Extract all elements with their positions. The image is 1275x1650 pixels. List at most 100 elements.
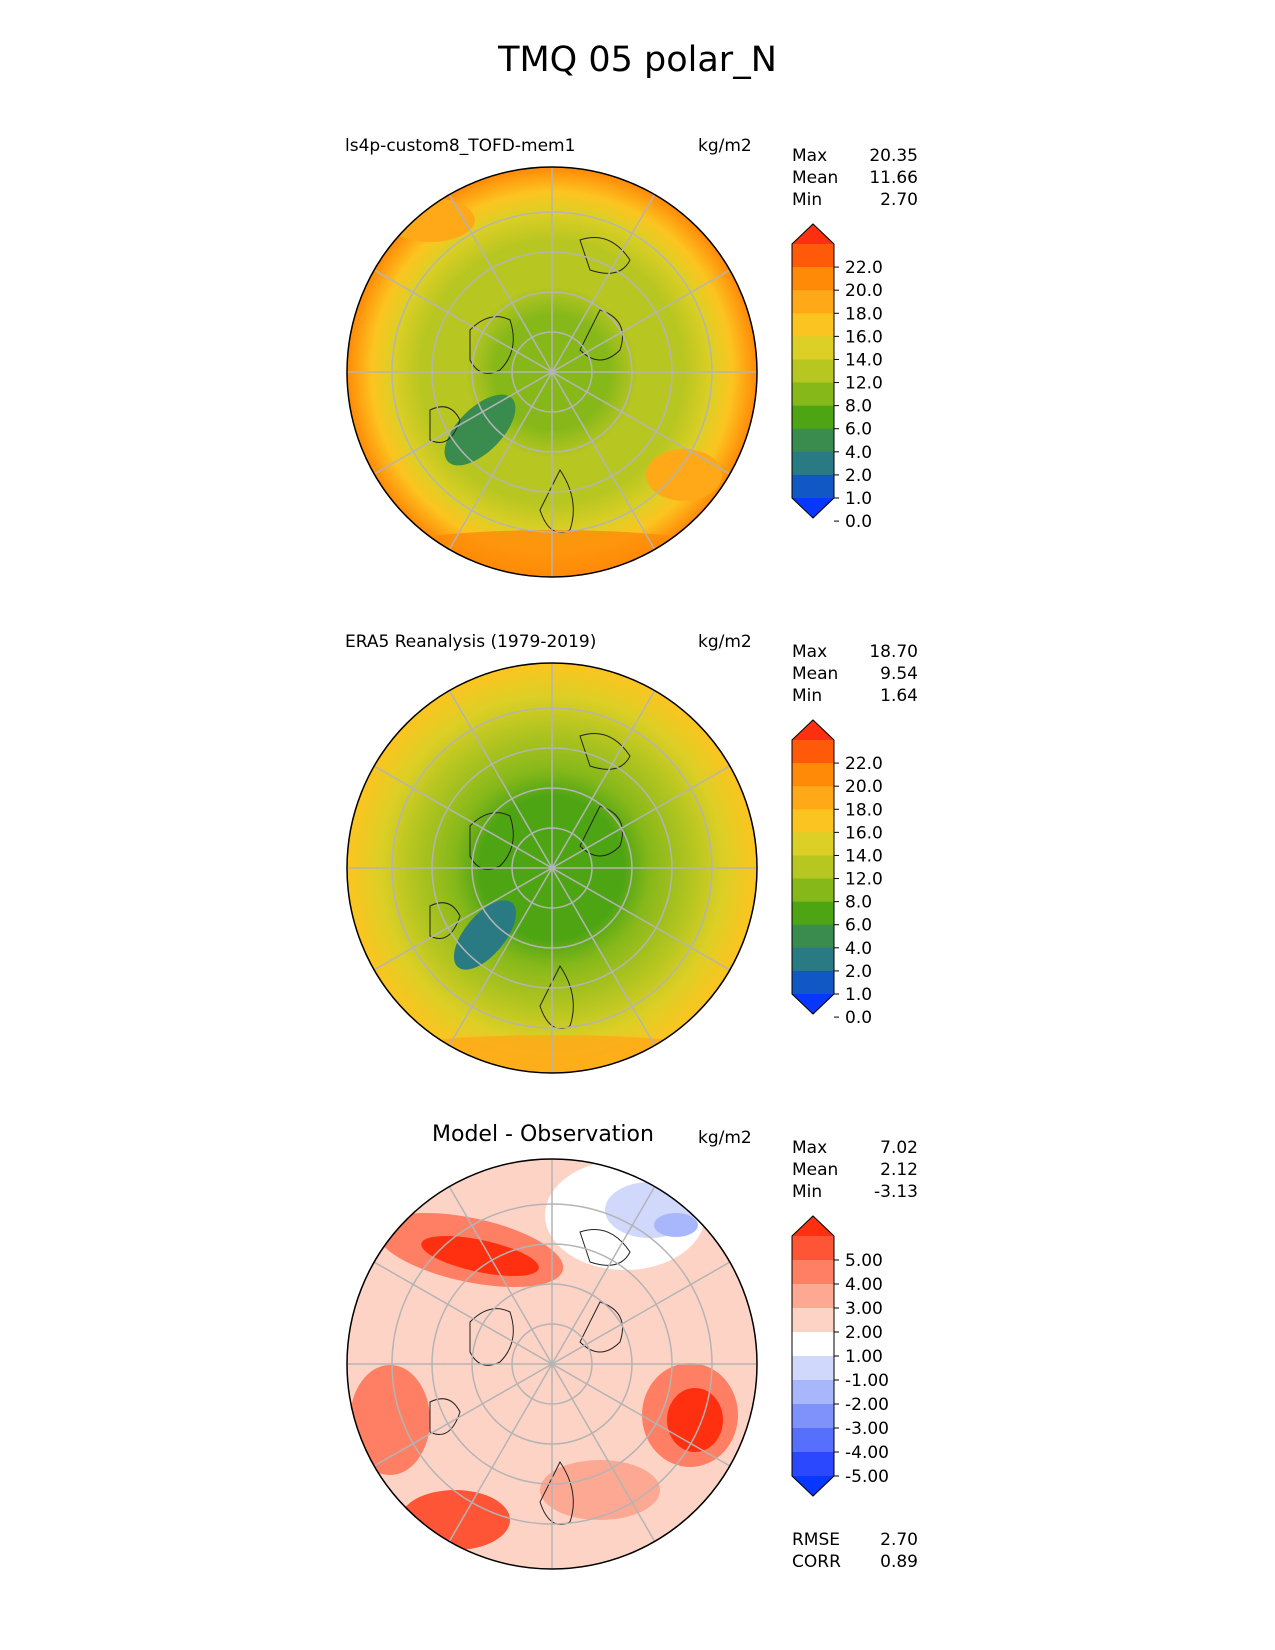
panel-1-graticule: [347, 167, 757, 577]
panel-3-colorbar-tick-label: -1.00: [845, 1371, 889, 1391]
panel-3-max-value: 7.02: [880, 1138, 918, 1158]
panel-2-graticule: [347, 663, 757, 1073]
panel-3-colorbar-tick-label: 3.00: [845, 1299, 883, 1319]
panel-2-colorbar-tick-label: 4.0: [845, 939, 872, 959]
panel-1-colorbar-tick-label: 1.0: [845, 489, 872, 509]
panel-2-max-label: Max: [792, 642, 828, 662]
panel-2-colorbar-tick-label: 12.0: [845, 870, 883, 890]
panel-3-colorbar-band: [792, 1332, 834, 1357]
panel-3-colorbar-band: [792, 1260, 834, 1285]
panel-2-colorbar-tick-label: 8.0: [845, 893, 872, 913]
panel-3-atlantic-core: [421, 1235, 539, 1277]
panel-1-colorbar-tick-label: 4.0: [845, 443, 872, 463]
panel-2-colorbar-tick-label: 20.0: [845, 777, 883, 797]
panel-2-colorbar-band: [792, 763, 834, 787]
panel-3-west-positive: [350, 1365, 430, 1475]
panel-3-colorbar-tick-label: -3.00: [845, 1419, 889, 1439]
panel-2-colorbar-band: [792, 947, 834, 972]
panel-1-colorbar-tick-label: 2.0: [845, 466, 872, 486]
panel-1-colorbar-band: [792, 405, 834, 430]
panel-2-max-value: 18.70: [869, 642, 918, 662]
panel-3-colorbar-band: [792, 1284, 834, 1309]
panel-3-colorbar-tick-label: 5.00: [845, 1251, 883, 1271]
panel-1-colorbar-band: [792, 290, 834, 314]
panel-2-colorbar-tick-label: 14.0: [845, 846, 883, 866]
panel-2-colorbar-tick-label: 1.0: [845, 985, 872, 1005]
panel-3-mean-value: 2.12: [880, 1160, 918, 1180]
panel-3-southeast-positive: [540, 1460, 660, 1520]
panel-3-graticule: [347, 1159, 757, 1569]
panel-3-colorbar-band: [792, 1404, 834, 1429]
panel-3-colorbar-tick-label: -5.00: [845, 1467, 889, 1487]
panel-2-title: ERA5 Reanalysis (1979-2019): [345, 632, 597, 652]
panel-3-max-label: Max: [792, 1138, 828, 1158]
panel-2-colorbar-band: [792, 809, 834, 833]
panel-1-colorbar-band: [792, 428, 834, 453]
panel-3-colorbar-extend-max: [792, 1216, 834, 1236]
panel-2-min-value: 1.64: [880, 686, 918, 706]
panel-1-colorbar-band: [792, 244, 834, 268]
panel-2-units: kg/m2: [698, 632, 752, 652]
panel-1-colorbar-tick-label: 18.0: [845, 304, 883, 324]
panel-1-colorbar-tick-label: 8.0: [845, 397, 872, 417]
panel-3-colorbar-band: [792, 1308, 834, 1333]
panel-2-colorbar-band: [792, 924, 834, 949]
panel-3-map-border: [346, 1158, 758, 1570]
panel-1-colorbar-band: [792, 336, 834, 360]
panel-3-colorbar-tick-label: -4.00: [845, 1443, 889, 1463]
panel-2-colorbar-extend-max: [792, 720, 834, 740]
panel-2-colorbar-tick-label: 18.0: [845, 800, 883, 820]
panel-2-colorbar-band: [792, 878, 834, 903]
panel-1-colorbar-band: [792, 474, 834, 499]
panel-1-colorbar-tick-label: 20.0: [845, 281, 883, 301]
panel-3-min-value: -3.13: [874, 1182, 918, 1202]
panel-1-colorbar-extend-max: [792, 224, 834, 244]
panel-3-mean-label: Mean: [792, 1160, 839, 1180]
panel-1-colorbar-band: [792, 359, 834, 384]
panel-1-coastlines: [429, 237, 631, 533]
panel-2-mean-label: Mean: [792, 664, 839, 684]
panel-1-min-value: 2.70: [880, 190, 918, 210]
panel-1-colorbar-band: [792, 451, 834, 476]
panel-3-rmse-value: 2.70: [880, 1530, 918, 1550]
panel-3-colorbar-band: [792, 1428, 834, 1453]
panel-1-colorbar-extend-min: [792, 498, 834, 518]
panel-3-min-label: Min: [792, 1182, 823, 1202]
panel-3-colorbar-tick-label: 4.00: [845, 1275, 883, 1295]
panel-1-colorbar-tick-label: 14.0: [845, 350, 883, 370]
panel-2-coastlines: [429, 733, 631, 1029]
panel-3-colorbar-tick-label: -2.00: [845, 1395, 889, 1415]
panel-2-mean-value: 9.54: [880, 664, 918, 684]
panel-1-min-label: Min: [792, 190, 823, 210]
panel-1-colorbar-tick-label: 16.0: [845, 327, 883, 347]
panel-2-colorbar-band: [792, 832, 834, 856]
panel-1-map-border: [346, 166, 758, 578]
panel-3-corr-value: 0.89: [880, 1552, 918, 1572]
panel-3-colorbar-tick-label: 2.00: [845, 1323, 883, 1343]
panel-1-colorbar-tick-label: 12.0: [845, 374, 883, 394]
panel-3-colorbar-band: [792, 1236, 834, 1261]
panel-1-max-value: 20.35: [869, 146, 918, 166]
panel-1-units: kg/m2: [698, 136, 752, 156]
panel-3-title: Model - Observation: [432, 1122, 654, 1147]
panel-1-colorbar-band: [792, 313, 834, 337]
panel-1-colorbar-tick-label: 0.0: [845, 512, 872, 532]
panel-3-corr-label: CORR: [792, 1552, 841, 1572]
panel-2-colorbar-extend-min: [792, 994, 834, 1014]
panel-3-rmse-label: RMSE: [792, 1530, 841, 1550]
panel-1-pacific-high: [646, 449, 722, 501]
panel-2-colorbar-band: [792, 740, 834, 764]
panel-2-colorbar-tick-label: 0.0: [845, 1008, 872, 1028]
panel-2-min-label: Min: [792, 686, 823, 706]
panel-1-greenland-low: [444, 394, 516, 466]
panel-2-colorbar-band: [792, 970, 834, 995]
panel-3-colorbar-band: [792, 1356, 834, 1381]
panel-1-mean-value: 11.66: [869, 168, 918, 188]
panel-3-colorbar-tick-label: 1.00: [845, 1347, 883, 1367]
figure-title: TMQ 05 polar_N: [498, 40, 777, 80]
